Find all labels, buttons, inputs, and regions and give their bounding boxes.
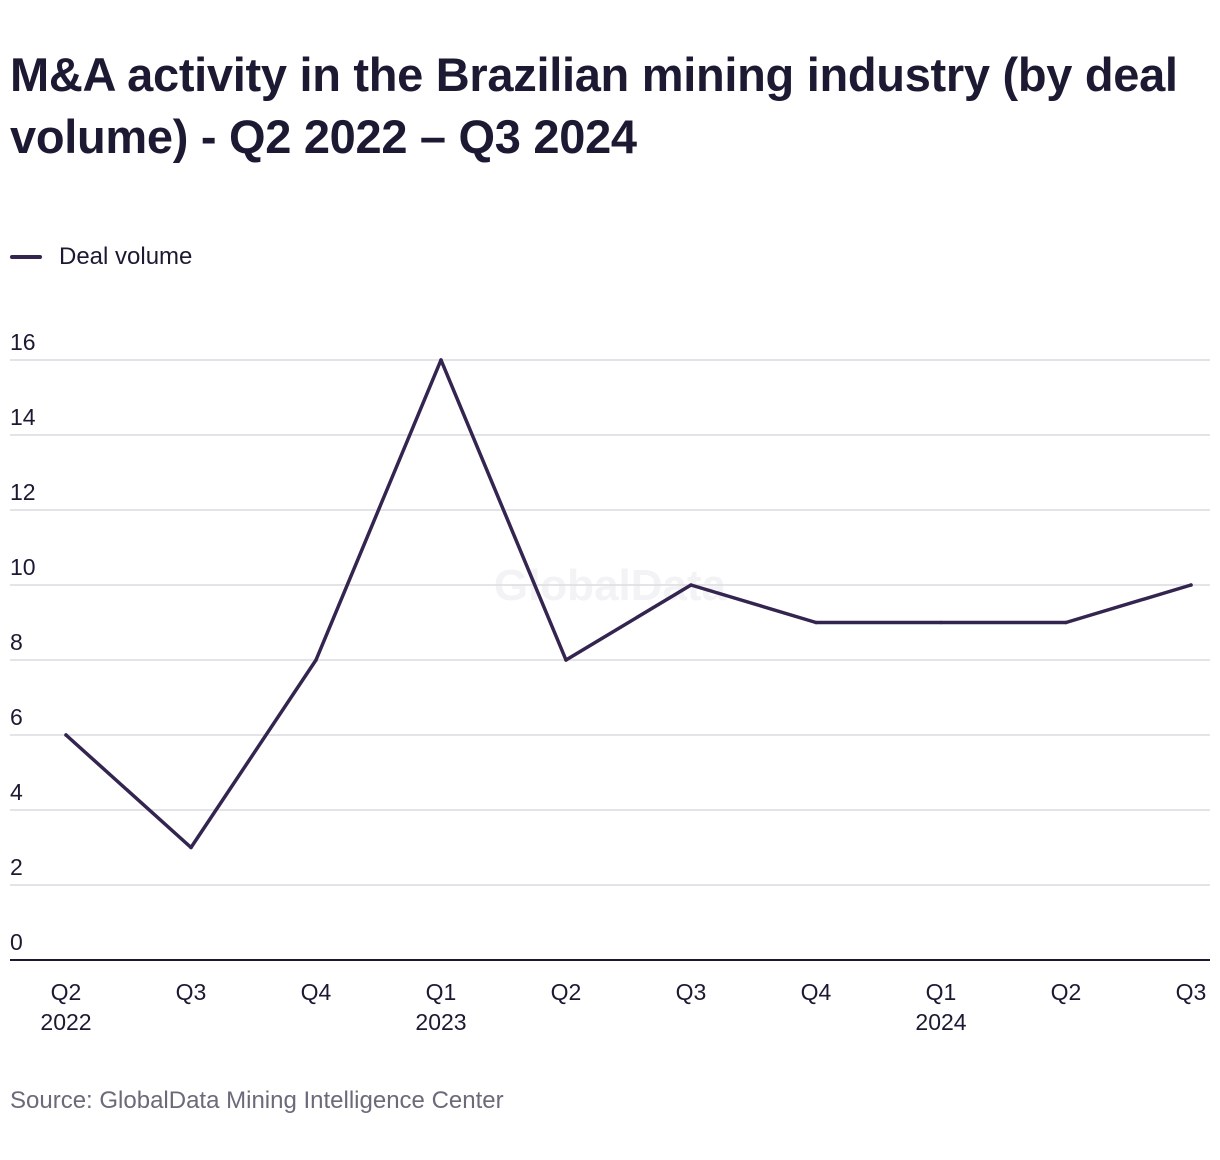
data-point bbox=[689, 583, 693, 587]
legend: Deal volume bbox=[10, 242, 192, 272]
legend-label: Deal volume bbox=[59, 243, 193, 270]
x-tick-label: Q1 bbox=[926, 979, 957, 1005]
data-point bbox=[1189, 583, 1193, 587]
data-point bbox=[814, 620, 818, 625]
y-tick-label: 6 bbox=[10, 704, 23, 730]
y-tick-label: 14 bbox=[10, 404, 36, 430]
x-tick-label: Q3 bbox=[676, 979, 707, 1005]
x-tick-year-label: 2022 bbox=[40, 1009, 91, 1035]
data-point bbox=[314, 658, 318, 662]
x-tick-label: Q2 bbox=[551, 979, 582, 1005]
chart-title: M&A activity in the Brazilian mining ind… bbox=[10, 48, 1178, 163]
x-tick-label: Q3 bbox=[176, 979, 207, 1005]
x-tick-label: Q1 bbox=[426, 979, 457, 1005]
x-tick-label: Q4 bbox=[801, 979, 832, 1005]
data-point bbox=[1064, 620, 1068, 625]
data-point bbox=[564, 658, 568, 662]
x-tick-label: Q4 bbox=[301, 979, 332, 1005]
data-point bbox=[939, 620, 943, 625]
y-tick-label: 4 bbox=[10, 779, 23, 805]
data-point bbox=[64, 733, 68, 737]
y-tick-label: 12 bbox=[10, 479, 36, 505]
x-tick-year-label: 2023 bbox=[415, 1009, 466, 1035]
y-tick-label: 2 bbox=[10, 854, 23, 880]
y-tick-label: 8 bbox=[10, 629, 23, 655]
x-tick-year-label: 2024 bbox=[915, 1009, 966, 1035]
data-point bbox=[189, 845, 193, 850]
series-line-deal-volume bbox=[64, 358, 1193, 850]
x-tick-label: Q2 bbox=[1051, 979, 1082, 1005]
y-tick-label: 16 bbox=[10, 329, 36, 355]
x-tick-label: Q3 bbox=[1176, 979, 1207, 1005]
y-tick-label: 0 bbox=[10, 929, 23, 955]
source-note: Source: GlobalData Mining Intelligence C… bbox=[10, 1087, 504, 1114]
y-tick-label: 10 bbox=[10, 554, 36, 580]
x-tick-label: Q2 bbox=[51, 979, 82, 1005]
data-point bbox=[439, 358, 443, 362]
legend-swatch bbox=[10, 255, 42, 259]
